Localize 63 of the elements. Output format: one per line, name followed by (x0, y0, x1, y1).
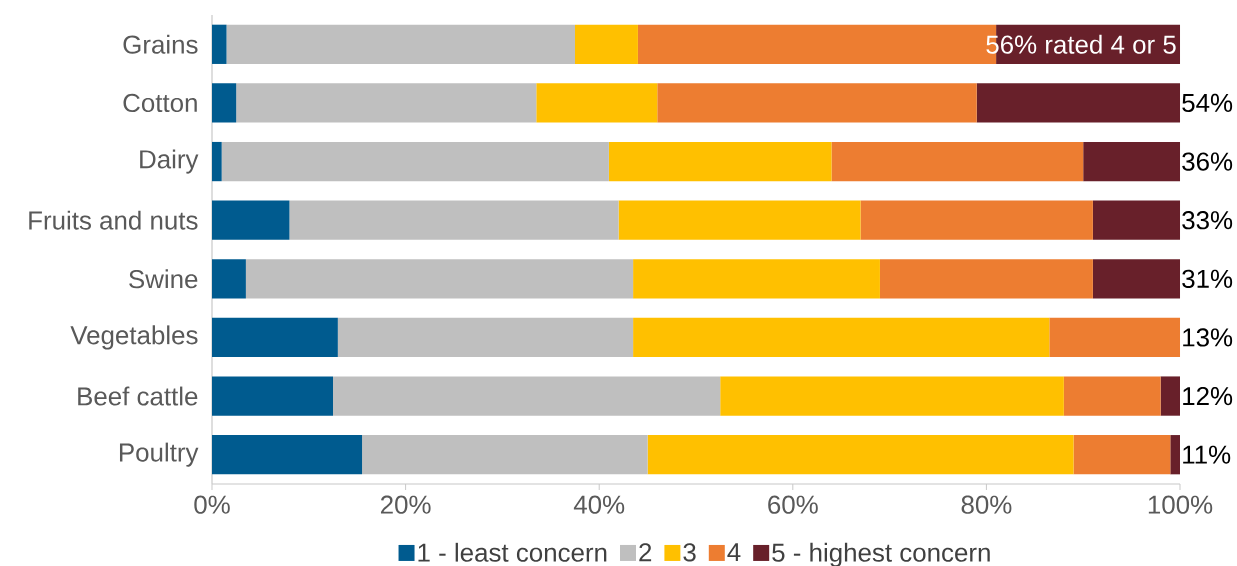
text: 33% (1182, 211, 1233, 230)
y-tick-label: Fruits and nuts (29, 210, 198, 230)
bar (221, 141, 609, 182)
x-tick-label: 20% (380, 495, 431, 514)
bar (1073, 435, 1171, 475)
legend-label: 5 - highest concern (772, 542, 990, 566)
bar (362, 435, 648, 475)
bar (1092, 200, 1181, 240)
bar (212, 259, 246, 299)
y-tick-label: Poultry (119, 442, 199, 467)
bar (1092, 259, 1181, 299)
bar (1083, 141, 1181, 182)
text: 12% (1183, 386, 1233, 406)
bar (212, 317, 338, 358)
bar (236, 83, 537, 123)
bar (1063, 376, 1161, 416)
y-tick-label: Vegetables (70, 325, 198, 350)
bar (1160, 376, 1181, 416)
bar (976, 83, 1181, 123)
bar (633, 259, 880, 299)
x-tick-label: 0% (194, 495, 230, 514)
bar (212, 376, 333, 416)
y-tick-label: Cotton (123, 93, 197, 113)
bar (333, 376, 721, 416)
bar (647, 435, 1074, 475)
bar (633, 317, 1050, 358)
y-tick-label: Grains (123, 34, 198, 54)
bar (879, 259, 1093, 299)
x-tick-label: 40% (573, 495, 625, 514)
bar (289, 200, 619, 240)
bar (720, 376, 1064, 416)
bar (226, 24, 575, 64)
bar (618, 200, 861, 240)
bar (860, 200, 1093, 240)
legend-label: 4 (727, 543, 741, 562)
bar (212, 435, 363, 475)
text: 36% (1182, 152, 1233, 171)
bar (657, 83, 977, 123)
y-tick-label: Swine (129, 269, 198, 289)
legend-label: 1 - least concern (418, 542, 607, 562)
bar (212, 24, 227, 64)
bar (337, 317, 634, 358)
text: 54% (1182, 93, 1233, 113)
x-tick-label: 60% (768, 495, 818, 514)
y-tick-label: Beef cattle (78, 386, 198, 406)
bar (536, 83, 658, 123)
x-tick-label: 80% (961, 495, 1012, 514)
bar (212, 200, 290, 240)
bar (212, 83, 237, 123)
bar (831, 141, 1084, 182)
legend-label: 3 (683, 543, 696, 562)
bar (575, 24, 638, 64)
text: 11% (1183, 445, 1231, 464)
bar (1049, 317, 1181, 358)
text: 31% (1182, 269, 1233, 288)
bar (608, 141, 832, 182)
y-tick-label: Dairy (140, 149, 199, 174)
bar (212, 141, 222, 182)
text: 13% (1183, 328, 1233, 347)
x-tick-label: 100% (1148, 495, 1213, 514)
bar (1170, 435, 1181, 475)
bar (245, 259, 634, 299)
legend-label: 2 (639, 543, 652, 562)
